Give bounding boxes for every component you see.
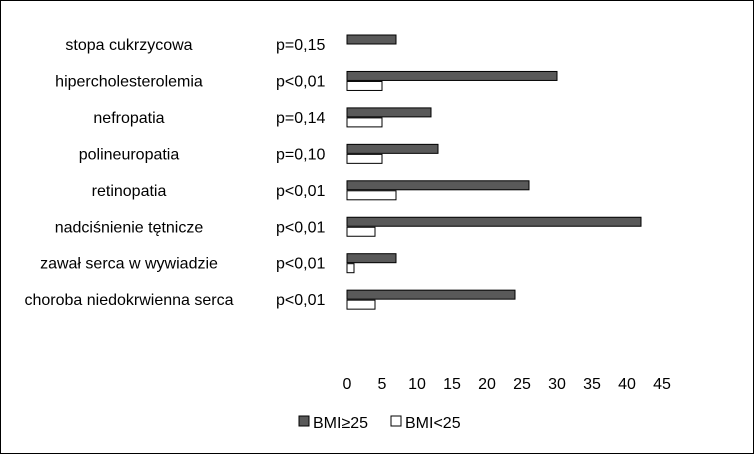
bar-bmi-lt-25: [346, 153, 383, 164]
bars: [346, 34, 642, 310]
bar-bmi-lt-25: [346, 226, 376, 237]
bar-bmi-ge-25: [346, 216, 642, 227]
x-tick-label: 25: [513, 376, 531, 393]
p-value-label: p=0,14: [276, 110, 325, 127]
p-value-label: p<0,01: [276, 292, 325, 309]
bar-bmi-ge-25: [346, 180, 530, 191]
bar-bmi-ge-25: [346, 107, 432, 118]
category-label: hipercholesterolemia: [55, 73, 203, 90]
bar-bmi-lt-25: [346, 117, 383, 128]
p-value-label: p=0,10: [276, 146, 325, 163]
x-tick-label: 15: [443, 376, 461, 393]
bar-bmi-ge-25: [346, 253, 397, 264]
category-label: nadciśnienie tętnicze: [55, 219, 204, 236]
x-axis-ticks: 0 5 10 15 20 25 30 35 40 45: [343, 376, 671, 393]
category-label: nefropatia: [93, 110, 164, 127]
p-value-label: p<0,01: [276, 256, 325, 273]
p-value-label: p=0,15: [276, 37, 325, 54]
bar-bmi-lt-25: [346, 80, 383, 91]
bar-bmi-lt-25: [346, 263, 355, 274]
p-value-label: p<0,01: [276, 219, 325, 236]
x-tick-label: 5: [378, 376, 387, 393]
x-tick-label: 45: [653, 376, 671, 393]
x-tick-label: 0: [343, 376, 352, 393]
legend-swatch-bmi-ge-25: [298, 415, 310, 427]
category-labels: stopa cukrzycowa hipercholesterolemia nefr…: [24, 37, 233, 309]
legend: BMI≥25 BMI<25: [298, 415, 461, 432]
p-value-labels: p=0,15 p<0,01 p=0,14 p=0,10 p<0,01 p<0,01 p<0,…: [276, 37, 325, 309]
x-tick-label: 40: [618, 376, 636, 393]
bar-bmi-ge-25: [346, 34, 397, 45]
bar-bmi-ge-25: [346, 143, 439, 154]
bar-bmi-ge-25: [346, 289, 516, 300]
legend-label-bmi-lt-25: BMI<25: [405, 415, 461, 432]
x-tick-label: 20: [478, 376, 496, 393]
category-label: choroba niedokrwienna serca: [24, 292, 233, 309]
x-tick-label: 10: [408, 376, 426, 393]
legend-label-bmi-ge-25: BMI≥25: [313, 415, 368, 432]
p-value-label: p<0,01: [276, 183, 325, 200]
bar-bmi-lt-25: [346, 299, 376, 310]
category-label: retinopatia: [92, 183, 167, 200]
category-label: polineuropatia: [79, 146, 180, 163]
category-label: zawał serca w wywiadzie: [40, 256, 218, 273]
x-tick-label: 30: [548, 376, 566, 393]
legend-swatch-bmi-lt-25: [390, 415, 402, 427]
category-label: stopa cukrzycowa: [65, 37, 192, 54]
bar-bmi-ge-25: [346, 70, 558, 81]
x-tick-label: 35: [583, 376, 601, 393]
bar-bmi-lt-25: [346, 190, 397, 201]
p-value-label: p<0,01: [276, 73, 325, 90]
